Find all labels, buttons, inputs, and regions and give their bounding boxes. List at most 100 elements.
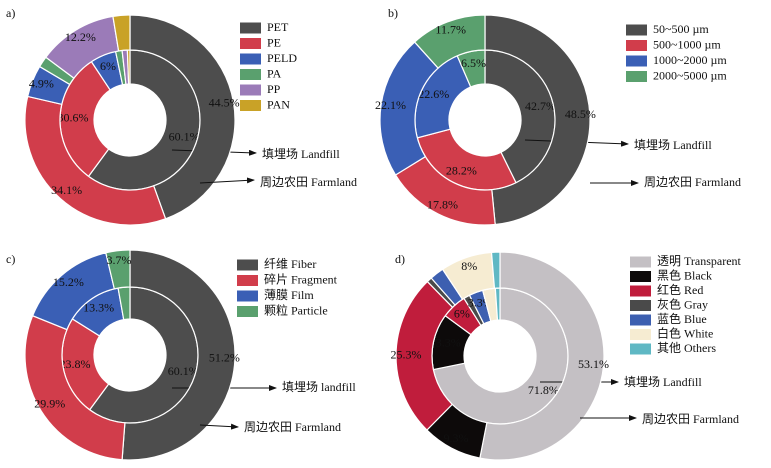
- slice-label: 4.9%: [29, 76, 54, 90]
- legend-label: 红色 Red: [657, 282, 703, 297]
- slice-label: 22.6%: [418, 87, 449, 101]
- donut-panel: d)71.8%13.3%6%3.3%填埋场 Landfill53.1%9.3%2…: [391, 251, 742, 461]
- donut-slice: [24, 95, 167, 226]
- legend-swatch: [630, 329, 651, 340]
- legend-label: 黑色 Black: [657, 268, 712, 282]
- donut-panel: c) 60.1% 23.8% 13.3% 填埋场 landfill 51.2% 29.9% 1…: [6, 249, 356, 461]
- slice-label: 6%: [100, 59, 116, 73]
- slice-label: 13.3%: [430, 336, 461, 350]
- series-annotation: 周边农田 Farmland: [244, 420, 341, 434]
- donut-slice: [129, 14, 236, 220]
- legend-swatch: [630, 285, 651, 297]
- slice-label: 9.3%: [444, 431, 469, 445]
- annotation-arrow: [199, 423, 239, 430]
- legend-swatch: [630, 314, 651, 326]
- legend-label: 2000~5000 µm: [653, 68, 727, 82]
- legend-swatch: [240, 84, 261, 96]
- legend-swatch: [630, 300, 651, 311]
- donut-slice: [490, 251, 501, 289]
- legend-label: 50~500 µm: [653, 22, 709, 36]
- legend-label: 灰色 Gray: [657, 297, 708, 311]
- legend-label: PAN: [267, 97, 290, 111]
- slice-label: 22.1%: [375, 98, 406, 112]
- series-annotation: 周边农田 Farmland: [644, 175, 741, 189]
- slice-label: 30.6%: [58, 110, 89, 124]
- series-annotation: 填埋场 landfill: [282, 380, 356, 394]
- panel-label: c): [6, 252, 15, 266]
- slice-label: 44.5%: [209, 95, 240, 109]
- donut-slice: [112, 14, 131, 52]
- legend-swatch: [630, 343, 651, 355]
- slice-label: 42.7%: [525, 99, 556, 113]
- panel-label: a): [6, 6, 15, 20]
- legend-swatch: [240, 100, 261, 111]
- series-annotation: 周边农田 Farmland: [642, 412, 739, 426]
- legend-label: 透明 Transparent: [657, 254, 742, 268]
- legend-swatch: [237, 290, 258, 302]
- legend-label: 1000~2000 µm: [653, 53, 727, 67]
- legend-label: 薄膜 Film: [264, 287, 314, 302]
- legend-label: 白色 White: [657, 325, 713, 340]
- slice-label: 23.8%: [59, 357, 90, 371]
- legend-label: 颗粒 Particle: [264, 302, 328, 317]
- slice-label: 48.5%: [565, 107, 596, 121]
- donut-slice: [479, 251, 605, 461]
- slice-label: 53.1%: [578, 357, 609, 371]
- slice-label: 8%: [461, 259, 477, 273]
- legend-label: 纤维 Fiber: [264, 257, 316, 271]
- slice-label: 28.2%: [446, 164, 477, 178]
- slice-label: 29.9%: [34, 397, 65, 411]
- legend-swatch: [626, 55, 647, 67]
- annotation-arrow: [199, 177, 255, 184]
- slice-label: 6%: [454, 307, 470, 321]
- donut-slice: [105, 249, 131, 290]
- slice-label: 60.1%: [169, 130, 200, 144]
- slice-label: 51.2%: [209, 350, 240, 364]
- slice-label: 34.1%: [51, 183, 82, 197]
- legend-swatch: [240, 53, 261, 65]
- legend-swatch: [626, 40, 647, 51]
- legend-label: 其他 Others: [657, 341, 716, 355]
- series-annotation: 周边农田 Farmland: [260, 175, 357, 189]
- donut-slice: [24, 314, 126, 461]
- series-annotation: 填埋场 Landfill: [634, 138, 712, 152]
- slice-label: 6.5%: [461, 56, 486, 70]
- legend-swatch: [626, 71, 647, 82]
- legend-label: PELD: [267, 51, 297, 65]
- legend-swatch: [630, 271, 651, 282]
- legend-swatch: [240, 69, 261, 80]
- slice-label: 12.2%: [65, 30, 96, 44]
- legend-label: PA: [267, 66, 282, 80]
- legend-label: 500~1000 µm: [653, 37, 721, 51]
- donut-slice: [413, 14, 486, 69]
- panel-label: d): [395, 252, 405, 266]
- legend-swatch: [630, 256, 651, 268]
- legend-swatch: [626, 24, 647, 36]
- slice-label: 15.2%: [53, 275, 84, 289]
- legend-swatch: [237, 259, 258, 271]
- series-annotation: 填埋场 Landfill: [262, 147, 340, 161]
- slice-label: 3.7%: [107, 253, 132, 267]
- legend-swatch: [237, 275, 258, 286]
- donut-slice: [484, 14, 591, 226]
- slice-label: 71.8%: [528, 383, 559, 397]
- slice-label: 17.8%: [427, 197, 458, 211]
- legend-swatch: [237, 306, 258, 317]
- legend-label: 碎片 Fragment: [264, 271, 338, 286]
- legend-label: PE: [267, 35, 281, 49]
- legend-label: PP: [267, 82, 281, 96]
- legend-swatch: [240, 38, 261, 49]
- series-annotation: 填埋场 Landfill: [624, 375, 702, 389]
- panel-label: b): [388, 6, 398, 20]
- donut-panel: a) 60.1% 30.6% 6% 填埋场 Landfill 44.5% 34.1% 4.9%…: [6, 6, 357, 226]
- slice-label: 11.7%: [435, 23, 466, 37]
- donut-slice: [121, 249, 236, 461]
- slice-label: 13.3%: [83, 300, 114, 314]
- slice-label: 25.3%: [391, 347, 422, 361]
- legend-swatch: [240, 22, 261, 34]
- legend-label: PET: [267, 20, 289, 34]
- donut-panel: b) 42.7% 28.2% 22.6% 6.5% 填埋场 Landfill 48.5% 17…: [375, 6, 741, 226]
- slice-label: 60.1%: [168, 364, 199, 378]
- legend-label: 蓝色 Blue: [657, 312, 707, 326]
